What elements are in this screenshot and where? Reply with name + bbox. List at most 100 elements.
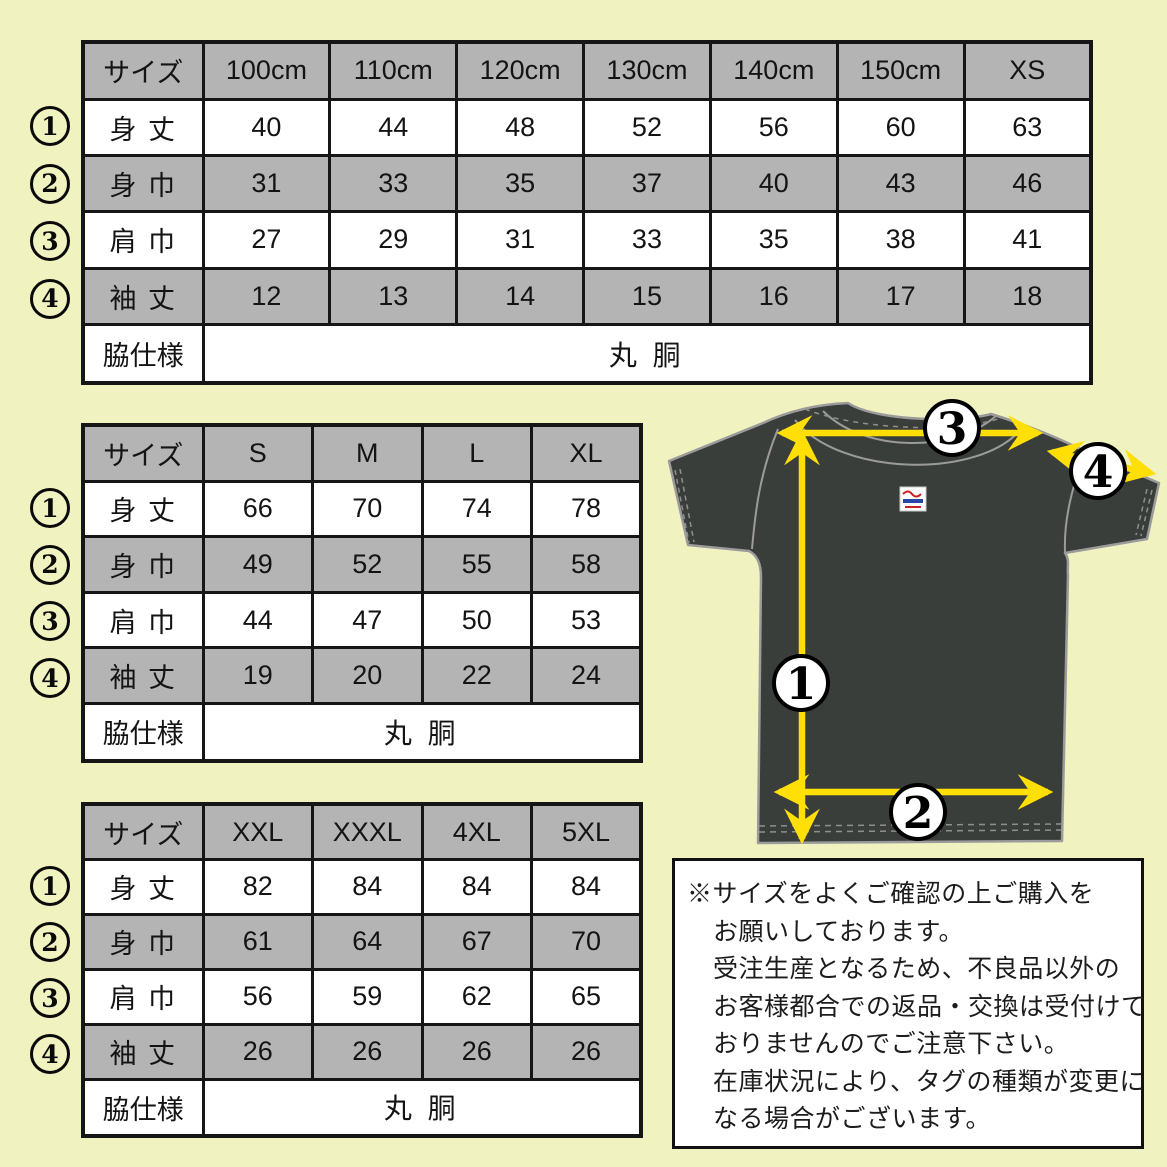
size-table-big: サイズ XXL XXXL 4XL 5XL 身 丈 82 84 84 84 身 巾 61 64 67 70 肩 … xyxy=(81,802,643,1138)
row-number-circle: 2 xyxy=(30,163,70,204)
measure-value-cell: 48 xyxy=(455,97,586,157)
measure-value-cell: 50 xyxy=(420,590,533,650)
measure-value-cell: 40 xyxy=(201,97,332,157)
measure-label-cell: 身 丈 xyxy=(81,858,205,916)
row-number-circle: 1 xyxy=(30,866,70,906)
measure-label-cell: 肩 巾 xyxy=(81,590,205,650)
measure-value-cell: 52 xyxy=(582,97,712,157)
svg-text:2: 2 xyxy=(903,788,934,839)
svg-text:3: 3 xyxy=(937,404,968,455)
size-header-cell: XXL xyxy=(201,802,314,862)
row-number-circle: 2 xyxy=(30,922,70,962)
diagram-circle-2: 2 xyxy=(889,783,947,841)
measure-value-cell: 64 xyxy=(311,912,424,971)
measure-label-cell: 身 巾 xyxy=(81,912,205,971)
size-header-cell: 4XL xyxy=(420,802,533,862)
measure-value-cell: 70 xyxy=(530,912,643,971)
size-header-cell: 100cm xyxy=(201,40,332,101)
left-sleeve-stitch xyxy=(674,468,695,544)
row-number-circle: 1 xyxy=(30,106,70,147)
measure-value-cell: 56 xyxy=(201,967,314,1026)
measure-value-cell: 44 xyxy=(201,590,314,650)
measure-label-cell: 袖 丈 xyxy=(81,266,205,327)
measure-label-cell: 袖 丈 xyxy=(81,1022,205,1081)
measure-value-cell: 35 xyxy=(455,153,586,214)
measure-value-cell: 31 xyxy=(201,153,332,214)
measure-value-cell: 20 xyxy=(311,646,424,705)
size-header-label: サイズ xyxy=(81,802,205,862)
notice-line: 在庫状況により、タグの種類が変更に xyxy=(713,1067,1146,1096)
measure-value-cell: 55 xyxy=(420,535,533,594)
measure-value-cell: 60 xyxy=(835,97,966,157)
size-header-cell: 150cm xyxy=(835,40,966,101)
size-header-cell: XS xyxy=(962,40,1093,101)
row-number-circle: 3 xyxy=(30,221,70,262)
notice-line: ※サイズをよくご確認の上ご購入を xyxy=(687,880,1095,908)
measure-value-cell: 66 xyxy=(201,479,314,539)
row-number-circle: 1 xyxy=(30,488,70,528)
side-spec-label-cell: 脇仕様 xyxy=(81,323,205,385)
size-header-label: サイズ xyxy=(81,40,205,101)
measure-value-cell: 49 xyxy=(201,535,314,594)
measure-value-cell: 27 xyxy=(201,210,332,270)
measure-value-cell: 26 xyxy=(420,1022,533,1081)
purchase-notice-box: ※サイズをよくご確認の上ご購入を お願いしております。 受注生産となるため、不良… xyxy=(672,858,1147,1149)
side-spec-label-cell: 脇仕様 xyxy=(81,1077,205,1138)
measure-value-cell: 16 xyxy=(708,266,839,327)
measure-value-cell: 43 xyxy=(835,153,966,214)
measure-value-cell: 47 xyxy=(311,590,424,650)
measure-value-cell: 65 xyxy=(530,967,643,1026)
notice-line: なる場合がございます。 xyxy=(713,1105,992,1133)
size-header-cell: 120cm xyxy=(455,40,586,101)
measure-value-cell: 13 xyxy=(328,266,459,327)
measure-value-cell: 62 xyxy=(420,967,533,1026)
measure-value-cell: 26 xyxy=(311,1022,424,1081)
measure-value-cell: 26 xyxy=(201,1022,314,1081)
measure-value-cell: 46 xyxy=(962,153,1093,214)
measure-value-cell: 17 xyxy=(835,266,966,327)
size-header-cell: XXXL xyxy=(311,802,424,862)
measure-value-cell: 84 xyxy=(530,858,643,916)
measure-value-cell: 12 xyxy=(201,266,332,327)
measure-value-cell: 24 xyxy=(530,646,643,705)
row-number-circle: 3 xyxy=(30,601,70,642)
row-number-circle: 2 xyxy=(30,544,70,585)
measure-value-cell: 38 xyxy=(835,210,966,270)
size-header-cell: 140cm xyxy=(708,40,839,101)
tshirt-diagram: 3 4 1 2 xyxy=(667,399,1161,845)
svg-text:1: 1 xyxy=(786,659,817,710)
measure-value-cell: 31 xyxy=(455,210,586,270)
row-number-circle: 4 xyxy=(30,1034,70,1074)
measure-value-cell: 22 xyxy=(420,646,533,705)
size-table-adult: サイズ S M L XL 身 丈 66 70 74 78 身 巾 49 52 55 58 肩 巾 44 47 50 5… xyxy=(81,423,643,763)
size-header-cell: M xyxy=(311,423,424,483)
neck-tag xyxy=(899,486,927,512)
measure-label-cell: 肩 巾 xyxy=(81,967,205,1026)
size-header-cell: XL xyxy=(530,423,643,483)
size-header-cell: 130cm xyxy=(582,40,712,101)
measure-value-cell: 26 xyxy=(530,1022,643,1081)
row-number-circle: 4 xyxy=(30,658,70,698)
measure-value-cell: 35 xyxy=(708,210,839,270)
size-header-cell: S xyxy=(201,423,314,483)
measure-value-cell: 18 xyxy=(962,266,1093,327)
measure-label-cell: 袖 丈 xyxy=(81,646,205,705)
notice-line: お客様都合での返品・交換は受付けて xyxy=(713,992,1147,1021)
measure-value-cell: 82 xyxy=(201,858,314,916)
notice-line: 受注生産となるため、不良品以外の xyxy=(713,955,1121,983)
size-table-kids: サイズ 100cm 110cm 120cm 130cm 140cm 150cm XS 身 丈 40… xyxy=(81,40,1093,385)
row-number-circle: 3 xyxy=(30,978,70,1018)
measure-value-cell: 70 xyxy=(311,479,424,539)
measure-label-cell: 肩 巾 xyxy=(81,210,205,270)
size-header-cell: 5XL xyxy=(530,802,643,862)
measure-value-cell: 44 xyxy=(328,97,459,157)
left-sleeve-seam xyxy=(751,428,779,550)
measure-value-cell: 63 xyxy=(962,97,1093,157)
size-header-cell: 110cm xyxy=(328,40,459,101)
measure-value-cell: 56 xyxy=(708,97,839,157)
right-sleeve-stitch xyxy=(1135,488,1153,537)
measure-value-cell: 33 xyxy=(582,210,712,270)
size-header-label: サイズ xyxy=(81,423,205,483)
notice-line: お願いしております。 xyxy=(713,917,965,946)
